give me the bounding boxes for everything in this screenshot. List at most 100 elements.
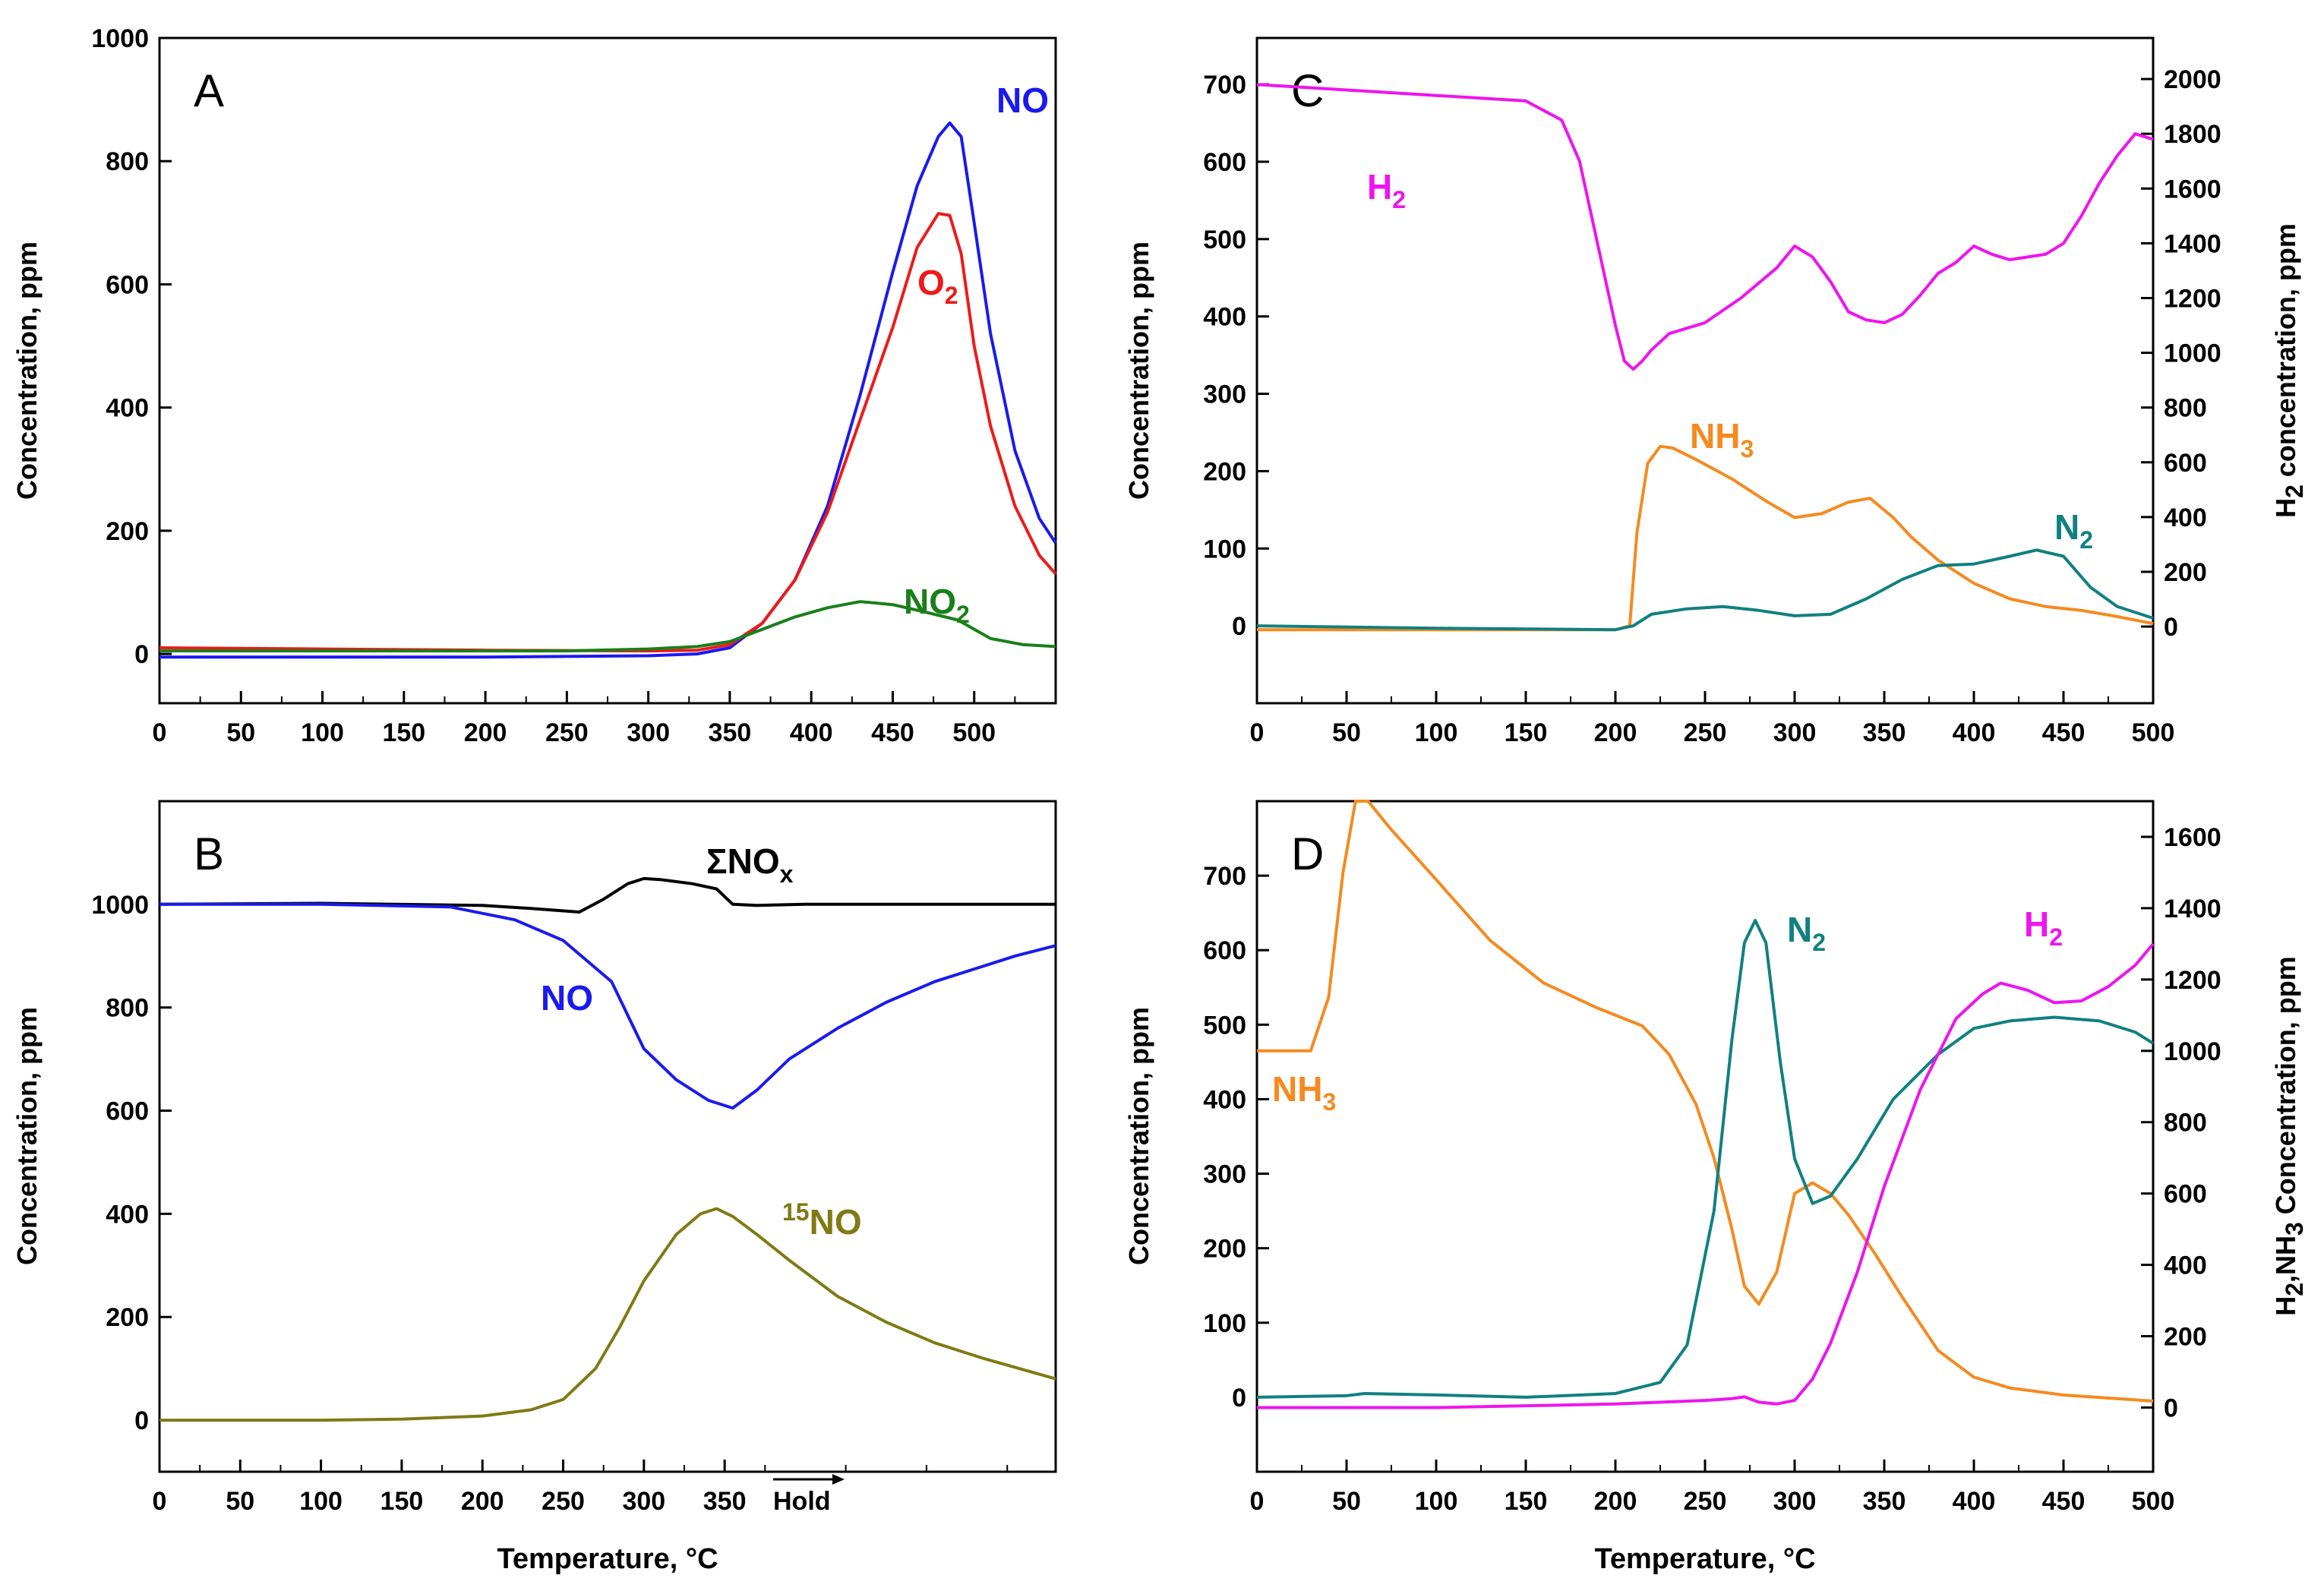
- panel-c-y-axis-label: Concentration, ppm: [1123, 241, 1154, 500]
- panel-d-x-tick-label: 250: [1684, 1487, 1727, 1516]
- panel-c-y2-tick-label: 0: [2164, 613, 2178, 642]
- panel-d-x-tick-label: 200: [1594, 1487, 1637, 1516]
- panel-c: C Concentration, ppm H2 concentration, p…: [1123, 36, 2308, 747]
- panel-c-y2-tick-label: 1400: [2164, 229, 2221, 258]
- panel-a-x-tick-label: 350: [709, 718, 752, 747]
- panel-a-y-tick-label: 200: [106, 517, 149, 546]
- panel-d-x-tick-label: 150: [1505, 1487, 1548, 1516]
- panel-d-x-tick-label: 350: [1863, 1487, 1906, 1516]
- panel-c-y-tick-label: 100: [1203, 535, 1246, 563]
- panel-c-x-tick-label: 350: [1863, 718, 1906, 747]
- panel-d-x-tick-label: 300: [1773, 1487, 1817, 1516]
- panel-d-y2-tick-label: 1400: [2164, 895, 2221, 923]
- panel-b-series-nox: [159, 876, 1056, 914]
- panel-c-label-h2: H2: [1367, 167, 1406, 213]
- panel-c-y2-tick-label: 800: [2164, 394, 2207, 423]
- panel-a-x-tick-label: 50: [226, 718, 255, 747]
- panel-c-y2-tick-label: 1600: [2164, 175, 2221, 204]
- panel-c-x-tick-label: 400: [1953, 718, 1996, 747]
- panel-d-x-tick-label: 50: [1332, 1487, 1361, 1516]
- panel-c-y-tick-label: 600: [1203, 148, 1246, 177]
- panel-c-series-nh3: [1257, 444, 2154, 632]
- panel-d-y-tick-label: 200: [1203, 1235, 1246, 1264]
- panel-a-series-no2: [159, 600, 1056, 653]
- panel-a: A Concentration, ppm 0 50 100 150 200 250 300 3…: [11, 24, 1057, 747]
- panel-b-x-tick-label: 0: [153, 1487, 167, 1516]
- panel-a-series-no: [159, 121, 1057, 659]
- panel-a-x-tick-label: 400: [790, 718, 833, 747]
- panel-b-y-tick-label: 600: [106, 1097, 149, 1126]
- panel-d-y2-tick-label: 200: [2164, 1323, 2207, 1352]
- panel-d-y-tick-label: 100: [1203, 1309, 1246, 1338]
- panel-d-y-tick-label: 700: [1203, 862, 1246, 891]
- panel-d-y2-tick-label: 0: [2164, 1394, 2178, 1422]
- panel-d-frame: [1255, 800, 2155, 1473]
- panel-c-y-tick-label: 0: [1232, 612, 1246, 641]
- panel-d-x-tick-label: 0: [1250, 1487, 1265, 1516]
- panel-c-x-tick-label: 250: [1684, 718, 1727, 747]
- hold-label: Hold: [773, 1487, 831, 1516]
- panel-a-x-tick-label: 500: [952, 718, 996, 747]
- panel-a-x-tick-label: 0: [153, 718, 167, 747]
- panel-d-y-tick-label: 400: [1203, 1085, 1246, 1114]
- panel-d-y2-tick-label: 600: [2164, 1180, 2207, 1209]
- panel-c-x-tick-label: 100: [1415, 718, 1458, 747]
- panel-b-y-tick-label: 200: [106, 1303, 149, 1332]
- panel-c-x-tick-label: 500: [2132, 718, 2175, 747]
- panel-c-y-tick-label: 500: [1203, 226, 1246, 254]
- panel-b: B Concentration, ppm Hold Temperature, °…: [11, 800, 1057, 1575]
- panel-d-series-nh3: [1257, 800, 2154, 1403]
- panel-b-x-tick-label: 150: [380, 1487, 424, 1516]
- panel-a-label-no: NO: [996, 80, 1049, 120]
- panel-d-label-h2: H2: [2024, 904, 2063, 951]
- panel-a-x-tick-label: 450: [871, 718, 914, 747]
- panel-d-x-tick-label: 500: [2132, 1487, 2175, 1516]
- panel-d-y2-tick-label: 1000: [2164, 1037, 2221, 1066]
- panel-d-y2-tick-label: 800: [2164, 1109, 2207, 1138]
- panel-d-x-tick-label: 450: [2042, 1487, 2086, 1516]
- panel-b-x-tick-label: 250: [542, 1487, 585, 1516]
- panel-d-letter: D: [1291, 829, 1324, 879]
- panel-a-x-tick-label: 300: [627, 718, 670, 747]
- panel-c-x-tick-label: 200: [1594, 718, 1637, 747]
- panel-b-series-no: [159, 902, 1056, 1110]
- panel-a-x-tick-label: 200: [464, 718, 507, 747]
- panel-d-series-n2: [1256, 919, 2155, 1399]
- panel-a-y-tick-label: 800: [106, 147, 149, 176]
- panel-d-x-tick-label: 400: [1953, 1487, 1996, 1516]
- panel-c-y2-tick-label: 1200: [2164, 284, 2221, 313]
- panel-b-y-axis-label: Concentration, ppm: [11, 1007, 43, 1265]
- panel-d-y-tick-label: 300: [1203, 1160, 1246, 1189]
- panel-c-y-tick-label: 700: [1203, 71, 1246, 99]
- panel-a-y-tick-label: 600: [106, 270, 149, 299]
- panel-d-y2-tick-label: 1200: [2164, 966, 2221, 995]
- panel-b-x-tick-label: 300: [622, 1487, 665, 1516]
- panel-d-y-axis-label: Concentration, ppm: [1123, 1007, 1154, 1265]
- panel-a-x-tick-label: 250: [545, 718, 589, 747]
- panel-c-y-tick-label: 200: [1203, 457, 1246, 486]
- panel-b-x-axis-label: Temperature, °C: [497, 1543, 718, 1575]
- panel-b-label-nox: ΣNOx: [706, 841, 794, 888]
- panel-d-y-tick-label: 500: [1203, 1011, 1246, 1040]
- panel-d-series-h2: [1257, 942, 2155, 1409]
- panel-d-y2-tick-label: 400: [2164, 1252, 2207, 1280]
- panel-c-x-tick-label: 300: [1773, 718, 1817, 747]
- panel-c-letter: C: [1291, 65, 1324, 116]
- panel-b-x-tick-label: 50: [226, 1487, 254, 1516]
- panel-c-series-n2: [1256, 548, 2154, 632]
- panel-a-y-axis-label: Concentration, ppm: [11, 241, 43, 500]
- panel-c-x-tick-label: 450: [2042, 718, 2086, 747]
- panel-c-x-tick-label: 0: [1250, 718, 1265, 747]
- panel-b-frame: [158, 800, 1057, 1473]
- panel-c-y2-axis-label: H2 concentration, ppm: [2270, 223, 2308, 518]
- panel-b-series-15no: [159, 1207, 1056, 1422]
- panel-b-y-tick-label: 0: [134, 1406, 149, 1435]
- panel-d-y-tick-label: 0: [1232, 1384, 1246, 1413]
- panel-c-x-tick-label: 150: [1505, 718, 1548, 747]
- panel-c-y2-tick-label: 1800: [2164, 120, 2221, 149]
- panel-b-x-tick-label: 350: [703, 1487, 747, 1516]
- panel-a-y-tick-label: 400: [106, 394, 149, 423]
- hold-arrow-head: [832, 1474, 845, 1485]
- panel-b-label-15no: 15NO: [782, 1198, 862, 1242]
